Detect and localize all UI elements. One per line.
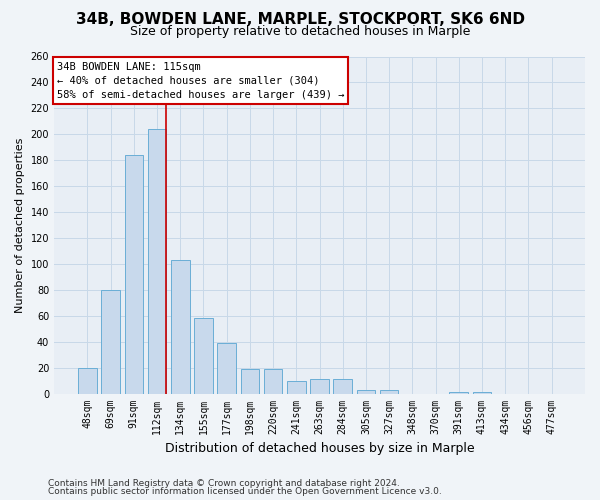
Text: Contains public sector information licensed under the Open Government Licence v3: Contains public sector information licen… [48, 487, 442, 496]
Text: 34B BOWDEN LANE: 115sqm
← 40% of detached houses are smaller (304)
58% of semi-d: 34B BOWDEN LANE: 115sqm ← 40% of detache… [56, 62, 344, 100]
Bar [78, 368, 97, 394]
Text: 34B, BOWDEN LANE, MARPLE, STOCKPORT, SK6 6ND: 34B, BOWDEN LANE, MARPLE, STOCKPORT, SK6… [76, 12, 524, 28]
Text: Contains HM Land Registry data © Crown copyright and database right 2024.: Contains HM Land Registry data © Crown c… [48, 478, 400, 488]
X-axis label: Distribution of detached houses by size in Marple: Distribution of detached houses by size … [165, 442, 475, 455]
Bar [356, 390, 375, 394]
Bar [101, 290, 120, 394]
Bar [217, 343, 236, 394]
Bar [449, 392, 468, 394]
Bar [125, 155, 143, 394]
Bar [171, 260, 190, 394]
Bar [334, 380, 352, 394]
Bar [148, 129, 166, 394]
Bar [380, 390, 398, 394]
Bar [473, 392, 491, 394]
Bar [310, 380, 329, 394]
Bar [241, 369, 259, 394]
Text: Size of property relative to detached houses in Marple: Size of property relative to detached ho… [130, 25, 470, 38]
Bar [194, 318, 213, 394]
Y-axis label: Number of detached properties: Number of detached properties [15, 138, 25, 312]
Bar [287, 380, 305, 394]
Bar [264, 369, 283, 394]
